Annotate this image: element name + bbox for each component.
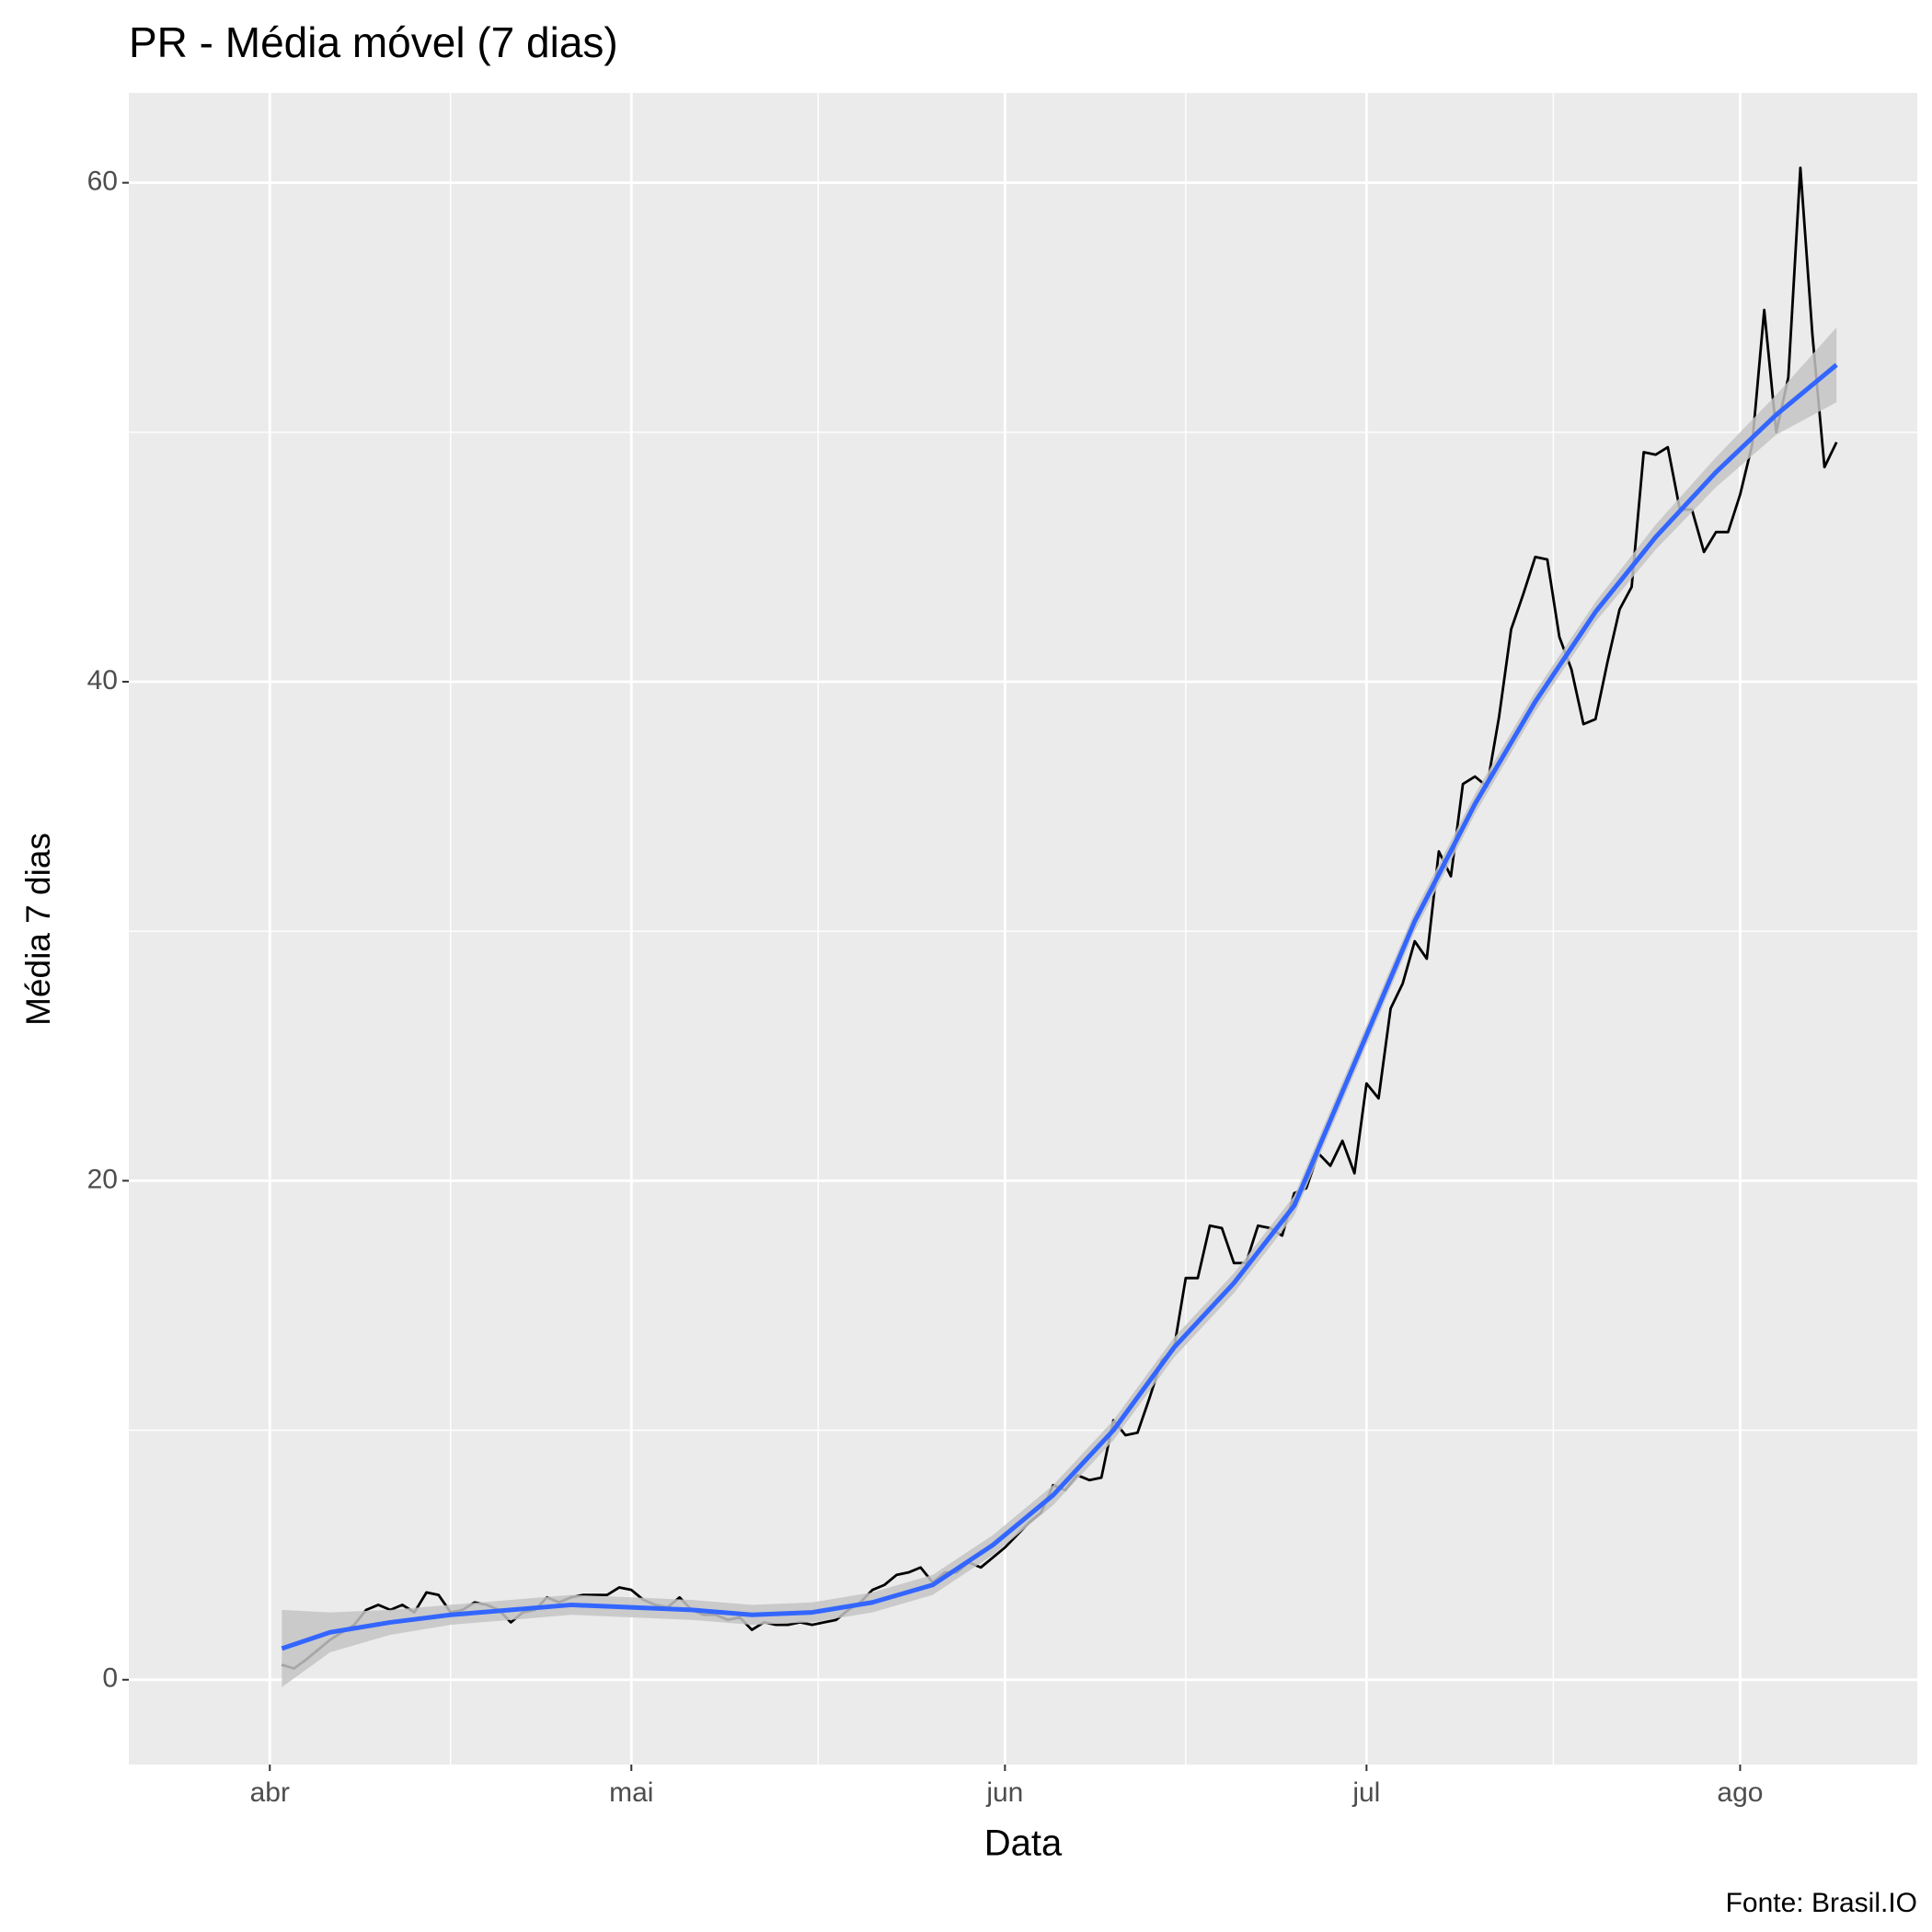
x-tick-label: ago [1717,1777,1763,1808]
x-tick-label: abr [250,1777,290,1808]
x-axis-title: Data [984,1823,1063,1864]
y-tick-label: 20 [87,1164,118,1194]
y-tick-label: 0 [102,1663,118,1694]
x-tick-label: jul [1351,1777,1380,1808]
x-tick-label: mai [609,1777,653,1808]
x-tick-label: jun [985,1777,1023,1808]
caption: Fonte: Brasil.IO [1726,1888,1917,1918]
chart-title: PR - Média móvel (7 dias) [129,18,618,66]
y-axis-title: Média 7 dias [19,833,57,1026]
y-tick-label: 60 [87,167,118,197]
plot-panel [129,93,1917,1765]
y-tick-label: 40 [87,665,118,696]
smooth-line [281,362,1838,1651]
